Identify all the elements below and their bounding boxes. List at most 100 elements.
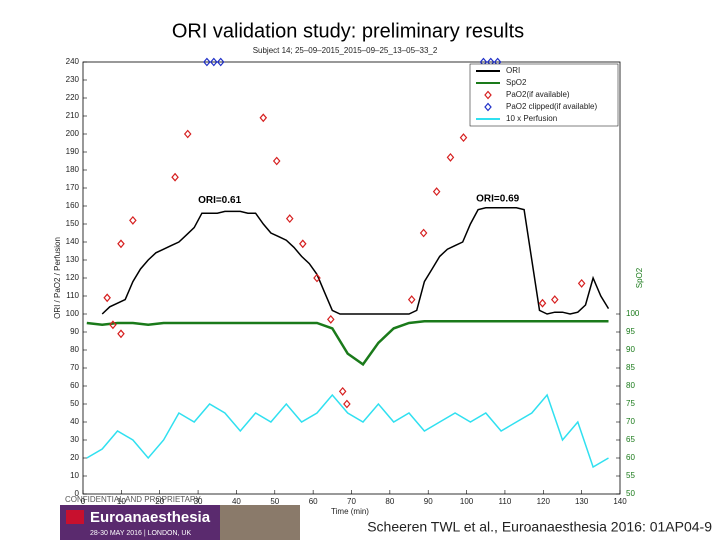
y-tick-label: 80: [70, 345, 79, 354]
x-tick-label: 120: [537, 497, 551, 506]
x-axis-label: Time (min): [331, 507, 369, 516]
y-tick-label: 180: [66, 165, 80, 174]
x-tick-label: 0: [81, 497, 86, 506]
marker: [109, 320, 117, 330]
y2-tick-label: 70: [626, 417, 635, 426]
y2-axis-label: SpO2: [635, 267, 644, 288]
y-tick-label: 190: [66, 147, 80, 156]
marker: [577, 278, 586, 288]
x-tick-label: 110: [499, 497, 512, 506]
y-tick-label: 10: [70, 471, 79, 480]
y-tick-label: 120: [66, 273, 80, 282]
x-tick-label: 30: [194, 497, 203, 506]
x-tick-label: 140: [613, 497, 627, 506]
event-date: 28-30 MAY 2016 | LONDON, UK: [90, 530, 191, 537]
marker: [338, 386, 347, 396]
series-line: [86, 393, 609, 469]
marker: [551, 295, 559, 305]
y-tick-label: 140: [66, 237, 80, 246]
marker: [313, 273, 321, 283]
series-line: [86, 319, 609, 367]
x-tick-label: 10: [117, 497, 126, 506]
slide-title: ORI validation study: preliminary result…: [172, 20, 524, 42]
legend-swatch: [484, 90, 492, 100]
banner: Euroanaesthesia 28-30 MAY 2016 | LONDON,…: [60, 505, 300, 540]
annotation: ORI=0.69: [476, 193, 520, 204]
legend-box: [469, 63, 619, 127]
marker: [171, 172, 179, 182]
y-tick-label: 110: [66, 291, 79, 300]
y-tick-label: 40: [70, 417, 79, 426]
y2-tick-label: 80: [626, 381, 635, 390]
x-tick-label: 60: [309, 497, 318, 506]
x-tick-label: 40: [232, 497, 241, 506]
marker: [446, 152, 455, 162]
marker: [343, 399, 351, 409]
y-tick-label: 0: [75, 489, 80, 498]
y-tick-label: 240: [66, 57, 80, 66]
y2-tick-label: 100: [626, 309, 640, 318]
y-tick-label: 60: [70, 381, 79, 390]
y-tick-label: 30: [70, 435, 79, 444]
event-name: Euroanaesthesia: [90, 509, 211, 526]
legend-label: PaO2 clipped(if available): [506, 102, 597, 111]
x-tick-label: 130: [575, 497, 589, 506]
banner-photo: [220, 505, 300, 540]
plot-frame: [82, 61, 621, 495]
y2-tick-label: 60: [626, 453, 635, 462]
y2-tick-label: 55: [626, 471, 635, 480]
y2-tick-label: 85: [626, 363, 635, 372]
marker: [326, 314, 335, 324]
y-axis-label: ORI / PaO2 / Perfusion: [53, 237, 62, 319]
y2-tick-label: 95: [626, 327, 635, 336]
marker: [203, 57, 211, 67]
y-tick-label: 200: [66, 129, 80, 138]
marker: [216, 57, 225, 67]
y2-tick-label: 50: [626, 489, 635, 498]
legend-label: 10 x Perfusion: [506, 114, 557, 123]
x-tick-label: 90: [424, 497, 433, 506]
marker: [103, 293, 111, 303]
chart-title: Subject 14; 25–09–2015_2015–09–25_13–05–…: [253, 46, 438, 55]
x-tick-label: 100: [460, 497, 474, 506]
y2-tick-label: 75: [626, 399, 635, 408]
marker: [210, 57, 218, 67]
marker: [117, 239, 125, 249]
y-tick-label: 170: [66, 183, 80, 192]
marker: [272, 156, 281, 166]
marker: [285, 214, 294, 224]
marker: [129, 215, 137, 225]
citation: Scheeren TWL et al., Euroanaesthesia 201…: [367, 519, 712, 535]
y-tick-label: 100: [66, 309, 80, 318]
y-tick-label: 70: [70, 363, 79, 372]
marker: [298, 239, 307, 249]
legend-swatch: [484, 102, 492, 112]
legend-label: SpO2: [506, 78, 527, 87]
y-tick-label: 90: [70, 327, 79, 336]
x-tick-label: 50: [270, 497, 279, 506]
legend-label: PaO2(if available): [506, 90, 570, 99]
confidential-note: CONFIDENTIAL AND PROPRIETARY: [65, 495, 202, 504]
marker: [183, 129, 192, 139]
marker: [432, 187, 441, 197]
y-tick-label: 160: [66, 201, 80, 210]
x-tick-label: 20: [155, 497, 164, 506]
banner-flag: [66, 510, 84, 524]
marker: [117, 329, 125, 339]
y-tick-label: 20: [70, 453, 79, 462]
series-line: [101, 207, 610, 315]
y2-tick-label: 90: [626, 345, 635, 354]
marker: [259, 113, 268, 123]
x-tick-label: 80: [385, 497, 394, 506]
banner-bg: [60, 505, 220, 540]
y-tick-label: 50: [70, 399, 79, 408]
y2-tick-label: 65: [626, 435, 635, 444]
marker: [419, 228, 428, 238]
marker: [459, 133, 468, 143]
y-tick-label: 220: [66, 93, 80, 102]
marker: [538, 298, 547, 308]
x-tick-label: 70: [347, 497, 356, 506]
marker: [407, 295, 416, 305]
y-tick-label: 210: [66, 111, 80, 120]
